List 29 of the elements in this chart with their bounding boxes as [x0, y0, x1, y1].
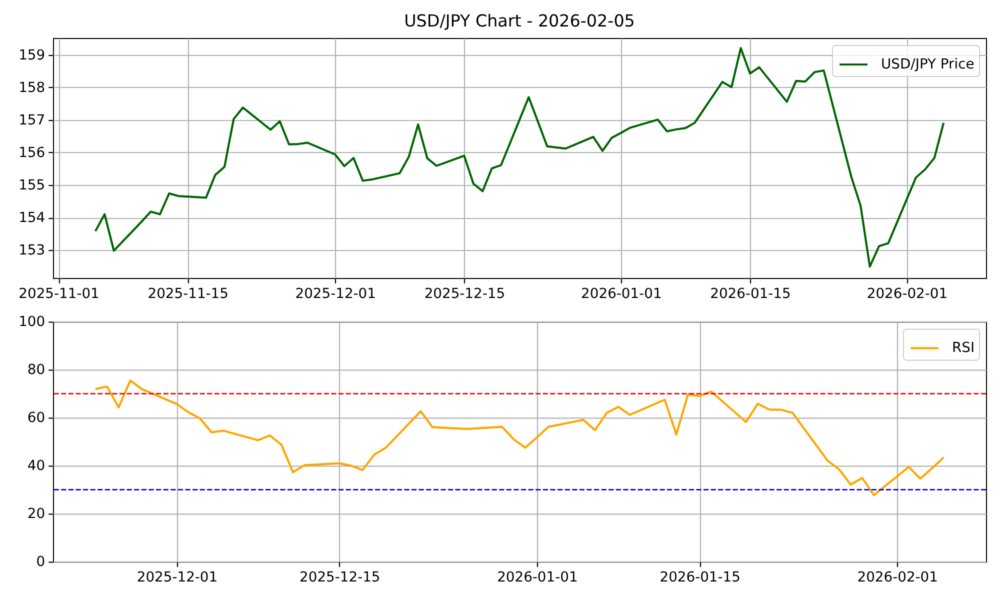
y-tick-label: 155 [18, 177, 46, 194]
y-tick-label: 40 [27, 458, 46, 474]
x-tick-label: 2026-01-15 [660, 570, 740, 586]
x-tick-label: 2026-01-15 [710, 286, 791, 302]
y-tick-label: 158 [18, 80, 46, 96]
legend-label: RSI [952, 340, 975, 356]
x-tick-label: 2026-02-01 [857, 570, 938, 586]
y-tick-label: 153 [18, 242, 46, 259]
x-tick-label: 2025-12-01 [136, 570, 218, 586]
x-tick-label: 2025-12-01 [295, 286, 376, 302]
x-tick-label: 2025-11-15 [148, 286, 228, 302]
line-series [94, 379, 945, 496]
x-tick-label: 2026-01-01 [497, 570, 578, 586]
x-tick-label: 2026-01-01 [581, 286, 662, 302]
y-tick-label: 80 [27, 362, 46, 378]
y-tick-label: 20 [27, 506, 46, 522]
x-tick-label: 2025-11-01 [18, 286, 100, 302]
legend-label: USD/JPY Price [881, 56, 974, 72]
y-tick-label: 60 [27, 410, 46, 426]
y-tick-label: 154 [18, 210, 46, 226]
y-tick-label: 156 [18, 144, 46, 161]
x-tick-label: 2025-12-15 [424, 286, 506, 302]
x-tick-label: 2025-12-15 [300, 570, 380, 586]
y-tick-label: 100 [18, 314, 46, 330]
y-tick-label: 0 [36, 554, 46, 570]
x-tick-label: 2026-02-01 [866, 286, 948, 302]
chart-title: USD/JPY Chart - 2026-02-05 [404, 10, 635, 30]
y-tick-label: 157 [18, 112, 46, 128]
y-tick-label: 159 [18, 47, 46, 64]
